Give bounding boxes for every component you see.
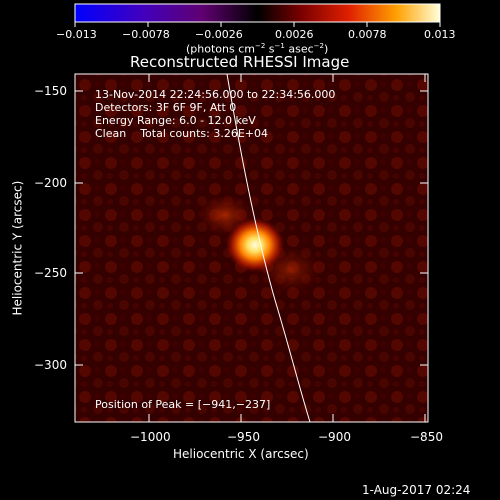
info-clean-counts: Clean Total counts: 3.26E+04	[95, 127, 269, 140]
x-axis-ticks	[148, 74, 426, 422]
colorbar-units: (photons cm−2 s−1 asec−2)	[186, 42, 329, 56]
x-axis-label: Heliocentric X (arcsec)	[173, 447, 309, 461]
colorbar-tick-1: −0.013	[56, 28, 97, 41]
x-tick-label: −950	[227, 430, 260, 444]
colorbar-tick-4: 0.0026	[275, 28, 314, 41]
colorbar-tick-6: 0.013	[424, 28, 456, 41]
footer-date: 1-Aug-2017 02:24	[362, 483, 471, 497]
colorbar	[74, 3, 441, 23]
x-tick-label: −850	[410, 430, 443, 444]
x-tick-label: −1000	[130, 430, 171, 444]
y-tick-label: −150	[34, 84, 67, 98]
colorbar-tick-2: −0.0078	[122, 28, 170, 41]
y-tick-label: −300	[34, 358, 67, 372]
y-tick-label: −250	[34, 266, 67, 280]
x-tick-label: −900	[318, 430, 351, 444]
info-detectors: Detectors: 3F 6F 9F, Att 0	[95, 101, 237, 114]
colorbar-tick-5: 0.0078	[348, 28, 387, 41]
y-tick-label: −200	[34, 176, 67, 190]
info-time-range: 13-Nov-2014 22:24:56.000 to 22:34:56.000	[95, 88, 336, 101]
colorbar-ticks	[74, 22, 441, 27]
plot-title: Reconstructed RHESSI Image	[130, 53, 350, 71]
y-axis-label: Heliocentric Y (arcsec)	[10, 180, 25, 316]
peak-position-label: Position of Peak = [−941,−237]	[95, 398, 271, 411]
rhessi-image	[75, 74, 428, 422]
solar-limb	[226, 74, 311, 422]
y-axis-ticks	[75, 90, 428, 366]
info-energy-range: Energy Range: 6.0 - 12.0 keV	[95, 114, 256, 127]
plot-frame	[74, 73, 429, 423]
colorbar-tick-3: −0.0026	[195, 28, 243, 41]
